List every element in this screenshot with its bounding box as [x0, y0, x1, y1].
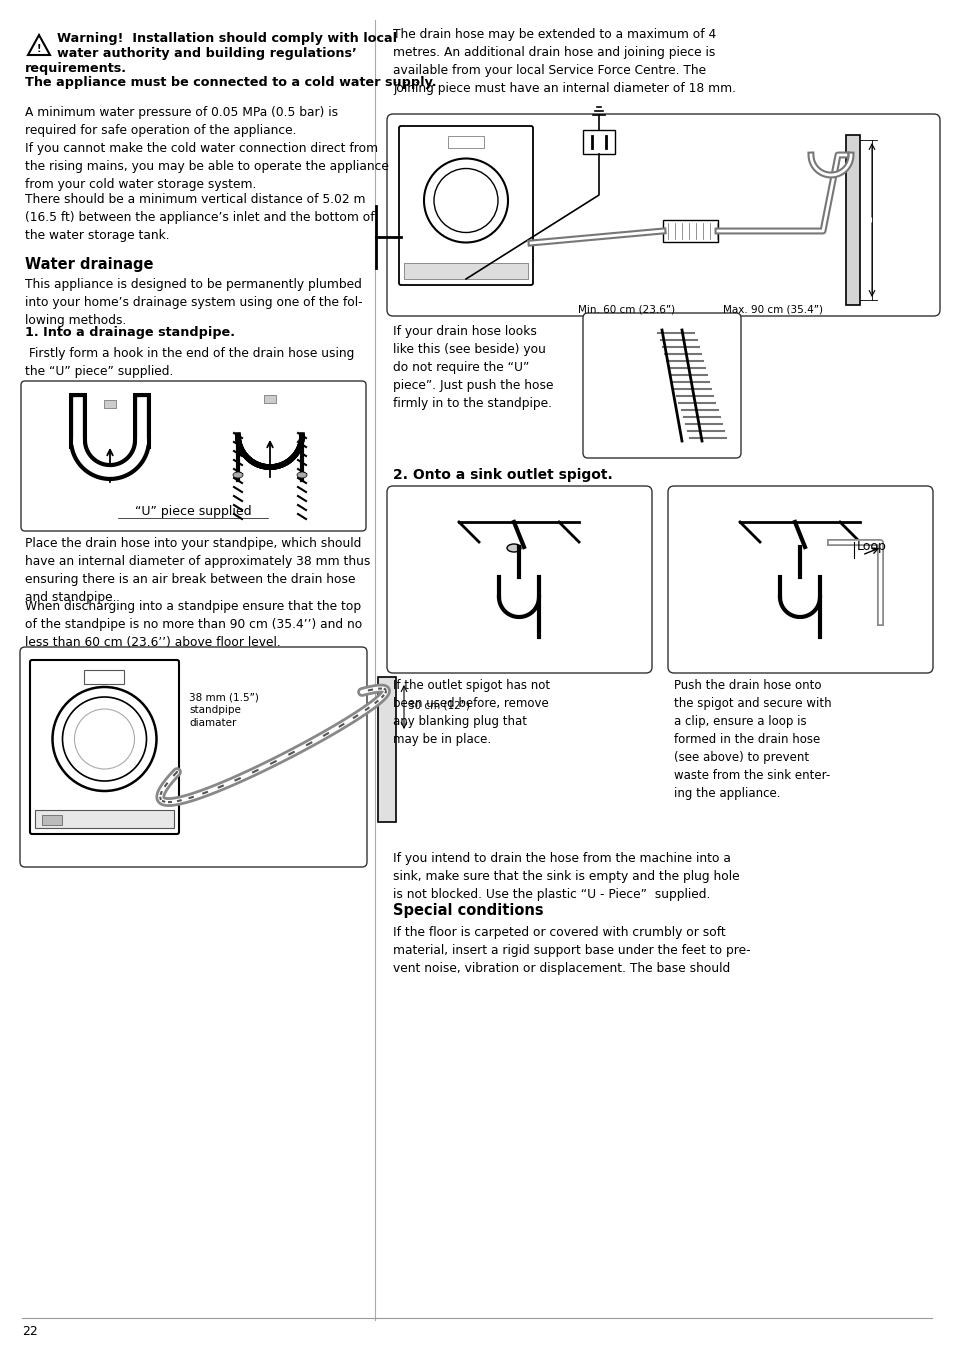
Text: If you intend to drain the hose from the machine into a
sink, make sure that the: If you intend to drain the hose from the… [393, 852, 739, 900]
FancyBboxPatch shape [387, 114, 939, 316]
Text: requirements.: requirements. [25, 62, 127, 74]
Text: A minimum water pressure of 0.05 MPa (0.5 bar) is
required for safe operation of: A minimum water pressure of 0.05 MPa (0.… [25, 105, 337, 137]
Text: water authority and building regulations’: water authority and building regulations… [57, 47, 356, 59]
Text: If you cannot make the cold water connection direct from
the rising mains, you m: If you cannot make the cold water connec… [25, 142, 389, 191]
Bar [42, 815, 62, 825]
Text: 38 mm (1.5”)
standpipe
diamater: 38 mm (1.5”) standpipe diamater [189, 692, 258, 729]
Text: If the floor is carpeted or covered with crumbly or soft
material, insert a rigi: If the floor is carpeted or covered with… [393, 926, 750, 975]
Text: Water drainage: Water drainage [25, 257, 153, 272]
Text: Min. 60 cm (23.6”): Min. 60 cm (23.6”) [578, 306, 675, 315]
Ellipse shape [506, 544, 520, 552]
Bar [845, 135, 859, 306]
Text: Loop: Loop [856, 539, 886, 553]
Text: This appliance is designed to be permanently plumbed
into your home’s drainage s: This appliance is designed to be permane… [25, 279, 362, 327]
Bar [448, 137, 483, 147]
FancyBboxPatch shape [387, 485, 651, 673]
Text: When discharging into a standpipe ensure that the top
of the standpipe is no mor: When discharging into a standpipe ensure… [25, 600, 362, 649]
FancyBboxPatch shape [582, 314, 740, 458]
Text: 22: 22 [22, 1325, 38, 1338]
Text: Firstly form a hook in the end of the drain hose using
the “U” piece” supplied.: Firstly form a hook in the end of the dr… [25, 347, 354, 379]
FancyBboxPatch shape [667, 485, 932, 673]
Bar [35, 810, 173, 827]
Bar [403, 264, 527, 279]
FancyBboxPatch shape [30, 660, 179, 834]
Text: The drain hose may be extended to a maximum of 4
metres. An additional drain hos: The drain hose may be extended to a maxi… [393, 28, 735, 95]
Text: 30 cm (12”): 30 cm (12”) [408, 700, 470, 710]
Bar [582, 130, 615, 154]
Text: There should be a minimum vertical distance of 5.02 m
(16.5 ft) between the appl: There should be a minimum vertical dista… [25, 193, 375, 242]
Text: If your drain hose looks
like this (see beside) you
do not require the “U”
piece: If your drain hose looks like this (see … [393, 324, 553, 410]
Text: Special conditions: Special conditions [393, 903, 543, 918]
Bar [85, 671, 125, 684]
Text: !: ! [37, 45, 41, 54]
FancyBboxPatch shape [20, 648, 367, 867]
Text: 2. Onto a sink outlet spigot.: 2. Onto a sink outlet spigot. [393, 468, 612, 483]
Ellipse shape [233, 472, 243, 479]
FancyBboxPatch shape [398, 126, 533, 285]
Text: “U” piece supplied: “U” piece supplied [135, 506, 252, 518]
Ellipse shape [296, 472, 307, 479]
Text: The appliance must be connected to a cold water supply.: The appliance must be connected to a col… [25, 76, 436, 89]
Bar [377, 677, 395, 822]
Text: If the outlet spigot has not
been used before, remove
any blanking plug that
may: If the outlet spigot has not been used b… [393, 679, 550, 746]
Bar [662, 220, 718, 242]
Bar [264, 395, 275, 403]
Text: Warning!  Installation should comply with local: Warning! Installation should comply with… [57, 32, 396, 45]
Bar [104, 400, 116, 408]
Text: Max. 90 cm (35.4”): Max. 90 cm (35.4”) [722, 306, 822, 315]
Text: Place the drain hose into your standpipe, which should
have an internal diameter: Place the drain hose into your standpipe… [25, 537, 370, 604]
Text: Push the drain hose onto
the spigot and secure with
a clip, ensure a loop is
for: Push the drain hose onto the spigot and … [673, 679, 831, 800]
FancyBboxPatch shape [21, 381, 366, 531]
Text: 1. Into a drainage standpipe.: 1. Into a drainage standpipe. [25, 326, 234, 339]
